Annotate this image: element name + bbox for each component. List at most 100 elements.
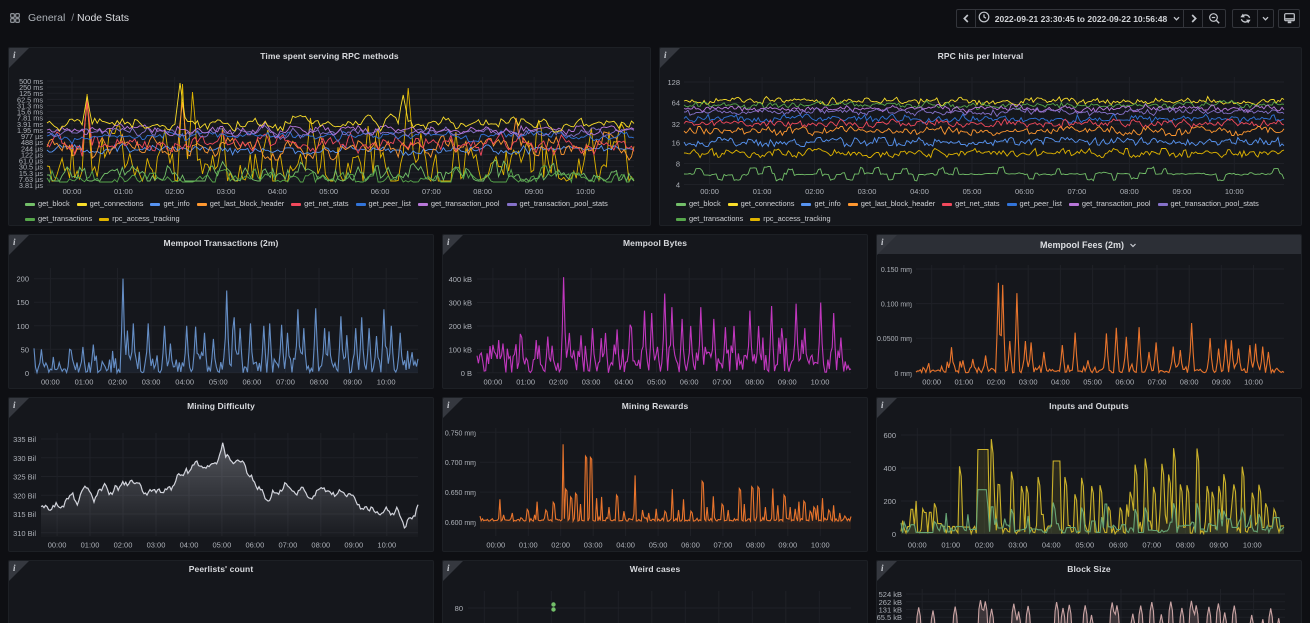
svg-text:06:00: 06:00 — [371, 187, 390, 196]
svg-text:00:00: 00:00 — [48, 541, 67, 550]
svg-text:02:00: 02:00 — [975, 541, 994, 550]
svg-text:i: i — [881, 563, 884, 573]
svg-text:i: i — [447, 237, 450, 247]
svg-text:31.3 ms: 31.3 ms — [17, 102, 43, 111]
svg-text:08:00: 08:00 — [1180, 378, 1199, 387]
svg-text:10:00: 10:00 — [377, 541, 396, 550]
svg-text:0: 0 — [25, 369, 29, 378]
svg-text:0.600 mɱ: 0.600 mɱ — [445, 520, 476, 527]
svg-text:10:00: 10:00 — [576, 187, 595, 196]
svg-text:01:00: 01:00 — [941, 541, 960, 550]
svg-text:7.81 ms: 7.81 ms — [17, 114, 43, 123]
svg-text:10:00: 10:00 — [811, 541, 830, 550]
svg-text:16: 16 — [672, 139, 680, 148]
svg-text:0.700 mɱ: 0.700 mɱ — [445, 460, 476, 467]
svg-text:100 kB: 100 kB — [449, 345, 472, 354]
svg-text:05:00: 05:00 — [319, 187, 338, 196]
svg-text:06:00: 06:00 — [246, 541, 265, 550]
svg-text:315 Bil: 315 Bil — [13, 510, 36, 519]
svg-text:0 B: 0 B — [461, 369, 472, 378]
svg-text:07:00: 07:00 — [713, 378, 732, 387]
svg-text:8: 8 — [676, 160, 680, 169]
svg-text:04:00: 04:00 — [910, 187, 929, 196]
svg-text:02:00: 02:00 — [805, 187, 824, 196]
svg-text:08:00: 08:00 — [310, 378, 329, 387]
svg-text:01:00: 01:00 — [955, 378, 974, 387]
svg-text:10:00: 10:00 — [1243, 541, 1262, 550]
svg-text:80: 80 — [455, 604, 463, 613]
svg-text:00:00: 00:00 — [486, 541, 505, 550]
svg-text:07:00: 07:00 — [422, 187, 441, 196]
svg-text:06:00: 06:00 — [1015, 187, 1034, 196]
svg-text:00:00: 00:00 — [63, 187, 82, 196]
svg-text:i: i — [664, 50, 667, 60]
svg-text:15.3 µs: 15.3 µs — [19, 169, 43, 178]
svg-text:04:00: 04:00 — [1051, 378, 1070, 387]
svg-text:07:00: 07:00 — [1142, 541, 1161, 550]
svg-text:i: i — [13, 400, 16, 410]
svg-text:08:00: 08:00 — [473, 187, 492, 196]
svg-text:02:00: 02:00 — [114, 541, 133, 550]
svg-text:07:00: 07:00 — [279, 541, 298, 550]
svg-text:05:00: 05:00 — [649, 541, 668, 550]
svg-text:64: 64 — [672, 99, 680, 108]
svg-text:0.750 mɱ: 0.750 mɱ — [445, 430, 476, 437]
svg-text:330 Bil: 330 Bil — [13, 454, 36, 463]
svg-text:08:00: 08:00 — [745, 378, 764, 387]
svg-text:00:00: 00:00 — [41, 378, 60, 387]
svg-text:300 kB: 300 kB — [449, 299, 472, 308]
svg-text:50: 50 — [21, 345, 29, 354]
svg-text:02:00: 02:00 — [549, 378, 568, 387]
svg-text:0.0500 mɱ: 0.0500 mɱ — [877, 336, 912, 343]
svg-text:02:00: 02:00 — [551, 541, 570, 550]
svg-text:07:00: 07:00 — [1148, 378, 1167, 387]
svg-text:09:00: 09:00 — [1173, 187, 1192, 196]
svg-text:03:00: 03:00 — [584, 541, 603, 550]
svg-text:06:00: 06:00 — [681, 541, 700, 550]
svg-text:100: 100 — [16, 322, 29, 331]
svg-text:09:00: 09:00 — [1209, 541, 1228, 550]
svg-text:00:00: 00:00 — [922, 378, 941, 387]
svg-text:08:00: 08:00 — [1176, 541, 1195, 550]
svg-text:128: 128 — [667, 78, 680, 87]
svg-text:1.95 ms: 1.95 ms — [17, 126, 43, 135]
svg-text:0.150 mɱ: 0.150 mɱ — [881, 267, 912, 274]
svg-text:10:00: 10:00 — [811, 378, 830, 387]
svg-text:04:00: 04:00 — [180, 541, 199, 550]
svg-text:200: 200 — [883, 497, 896, 506]
svg-text:01:00: 01:00 — [753, 187, 772, 196]
svg-text:i: i — [881, 237, 884, 247]
svg-text:01:00: 01:00 — [114, 187, 133, 196]
svg-text:03:00: 03:00 — [582, 378, 601, 387]
svg-text:125 ms: 125 ms — [19, 89, 43, 98]
svg-text:01:00: 01:00 — [75, 378, 94, 387]
svg-text:3.91 ms: 3.91 ms — [17, 120, 43, 129]
svg-text:335 Bil: 335 Bil — [13, 435, 36, 444]
svg-text:4: 4 — [676, 181, 680, 190]
svg-text:0.650 mɱ: 0.650 mɱ — [445, 490, 476, 497]
svg-text:325 Bil: 325 Bil — [13, 473, 36, 482]
svg-text:150: 150 — [16, 298, 29, 307]
svg-text:05:00: 05:00 — [647, 378, 666, 387]
svg-text:08:00: 08:00 — [1120, 187, 1139, 196]
svg-text:i: i — [447, 563, 450, 573]
svg-text:04:00: 04:00 — [175, 378, 194, 387]
svg-text:250 ms: 250 ms — [19, 83, 43, 92]
svg-text:310 Bil: 310 Bil — [13, 529, 36, 538]
svg-text:600: 600 — [883, 431, 896, 440]
svg-text:i: i — [13, 237, 16, 247]
svg-text:09:00: 09:00 — [778, 541, 797, 550]
svg-text:i: i — [13, 50, 16, 60]
svg-text:65.5 kB: 65.5 kB — [877, 613, 902, 622]
svg-text:02:00: 02:00 — [987, 378, 1006, 387]
svg-text:01:00: 01:00 — [516, 378, 535, 387]
svg-text:03:00: 03:00 — [147, 541, 166, 550]
svg-text:7.63 µs: 7.63 µs — [19, 175, 43, 184]
svg-text:02:00: 02:00 — [165, 187, 184, 196]
svg-text:09:00: 09:00 — [778, 378, 797, 387]
svg-text:01:00: 01:00 — [519, 541, 538, 550]
svg-text:01:00: 01:00 — [81, 541, 100, 550]
svg-text:07:00: 07:00 — [276, 378, 295, 387]
svg-text:0.100 mɱ: 0.100 mɱ — [881, 302, 912, 309]
svg-text:320 Bil: 320 Bil — [13, 491, 36, 500]
